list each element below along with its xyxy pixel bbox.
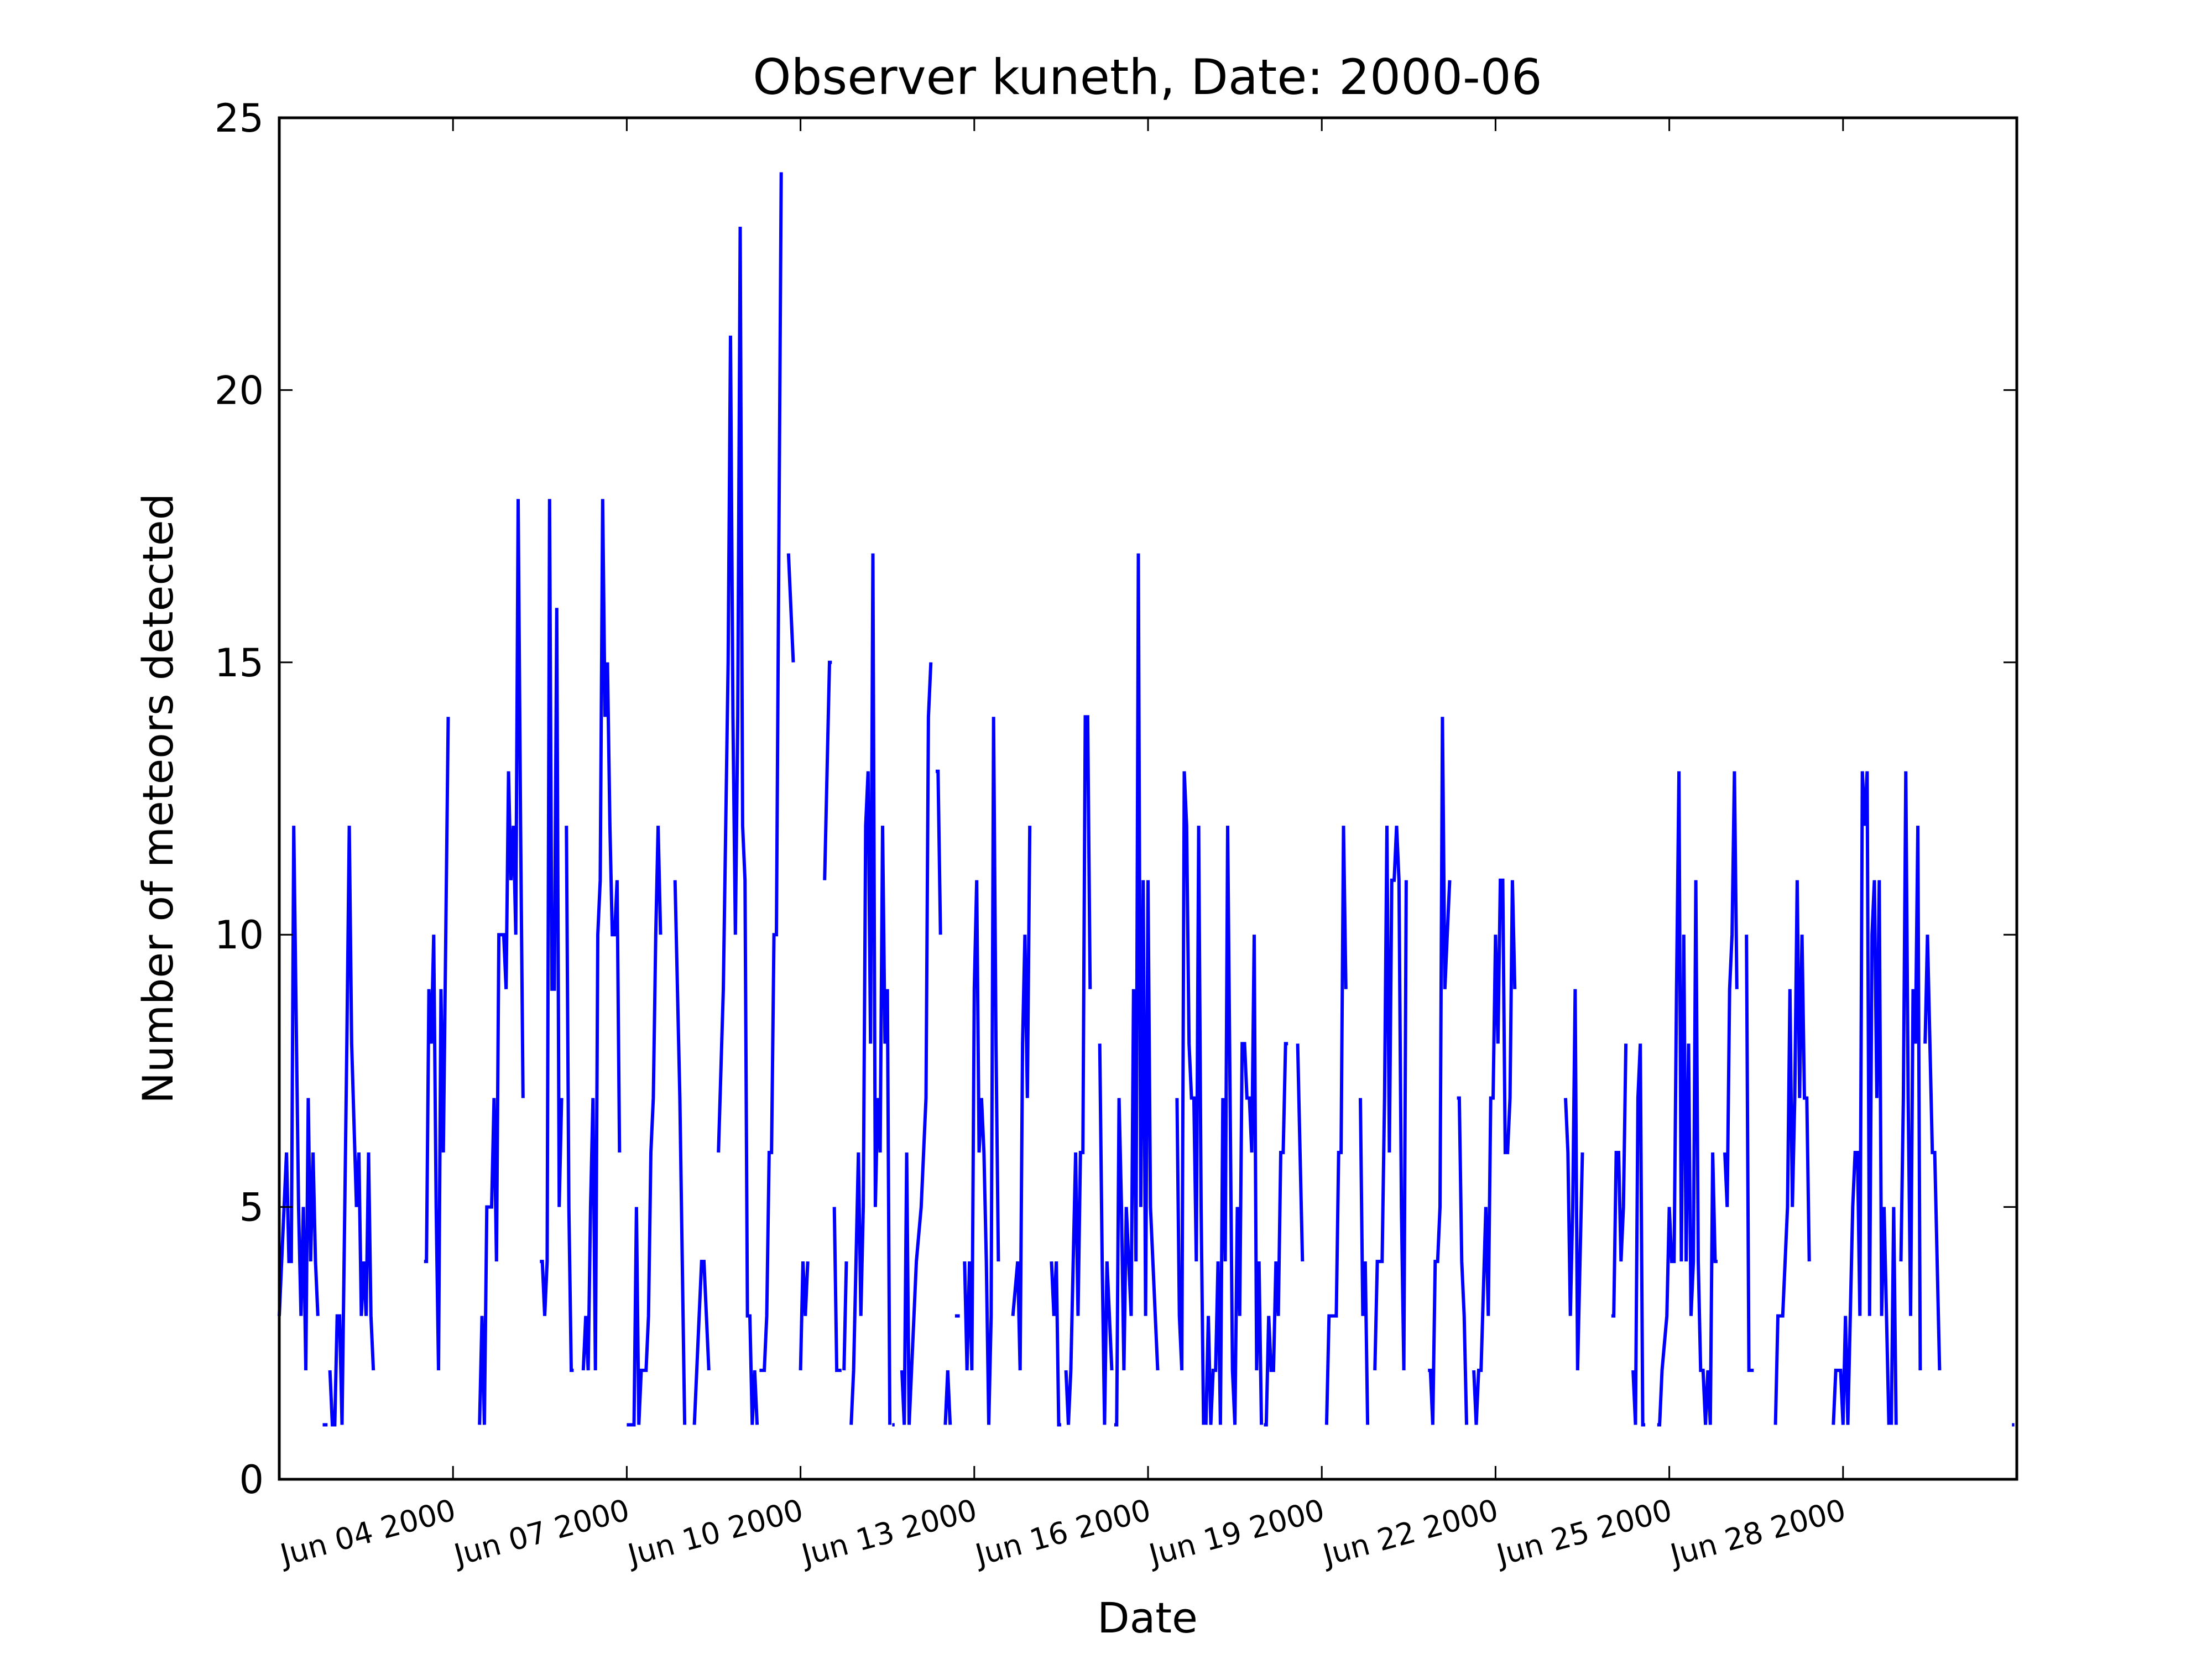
series-line-segment <box>1324 826 1348 1425</box>
series-line-segment <box>673 880 687 1425</box>
series-line-segment <box>823 660 832 880</box>
series-line-segment <box>943 1370 952 1425</box>
series-line-segment <box>1114 553 1160 1427</box>
x-axis-label: Date <box>1097 1593 1198 1642</box>
series-line-segment <box>1373 826 1408 1371</box>
y-tick-label: 20 <box>215 368 264 413</box>
series-line-segment <box>581 499 622 1371</box>
series-line-segment <box>692 1260 711 1425</box>
series-line-segment <box>799 1261 810 1371</box>
series-line-segment <box>1359 1098 1370 1425</box>
series-line-segment <box>900 662 933 1425</box>
series-line-segment <box>1923 935 1942 1371</box>
series-line-segment <box>1611 1044 1628 1318</box>
series-line-segment <box>1832 771 1891 1425</box>
x-tick-label: Jun 16 2000 <box>970 1493 1154 1573</box>
y-tick-label: 25 <box>215 96 264 141</box>
series-line-segment <box>1631 1044 1645 1427</box>
series-line-segment <box>328 826 375 1427</box>
series-line-segment <box>1428 717 1452 1425</box>
y-axis-label: Number of meteors detected <box>133 493 182 1104</box>
series-line-segment <box>1050 1261 1061 1427</box>
series-line-segment <box>1723 771 1739 1207</box>
x-tick-label: Jun 25 2000 <box>1491 1493 1676 1573</box>
y-axis: 0 5 10 15 20 25 <box>215 96 2017 1503</box>
x-tick-label: Jun 07 2000 <box>449 1493 633 1573</box>
series-line-segment <box>1773 880 1811 1425</box>
series-line-segment <box>1264 1042 1288 1427</box>
x-tick-label: Jun 13 2000 <box>796 1493 980 1573</box>
series-line-segment <box>1204 826 1264 1425</box>
y-tick-label: 10 <box>215 912 264 958</box>
y-tick-label: 0 <box>239 1457 264 1503</box>
series-line-segment <box>832 1207 842 1372</box>
y-tick-label: 15 <box>215 640 264 686</box>
series-line-segment <box>1098 1044 1114 1425</box>
x-tick-label: Jun 04 2000 <box>275 1493 460 1573</box>
x-tick-label: Jun 19 2000 <box>1144 1493 1328 1573</box>
series-line-segment <box>540 499 564 1316</box>
plot-frame <box>278 116 2018 1481</box>
series-line-segment <box>565 826 574 1372</box>
series-line-segment <box>1745 935 1754 1372</box>
series-line-segment <box>1472 878 1517 1425</box>
x-tick-label: Jun 28 2000 <box>1665 1493 1849 1573</box>
series-layer <box>278 172 2015 1427</box>
series-line-segment <box>786 553 795 662</box>
series-line-segment <box>1175 771 1206 1425</box>
series-line-segment <box>759 172 783 1372</box>
chart-title: Observer kuneth, Date: 2000-06 <box>753 49 1542 106</box>
series-line-segment <box>627 826 662 1427</box>
series-line-segment <box>424 717 450 1371</box>
series-line-segment <box>1657 771 1718 1427</box>
series-line-segment <box>849 553 892 1425</box>
series-line-segment <box>936 769 942 935</box>
x-tick-label: Jun 10 2000 <box>623 1493 807 1573</box>
series-line-segment <box>478 499 525 1425</box>
series-line-segment <box>1890 1207 1898 1425</box>
series-line-segment <box>1899 771 1922 1371</box>
series-line-segment <box>1564 989 1584 1371</box>
series-line-segment <box>717 226 759 1425</box>
series-line-segment <box>1457 1096 1468 1425</box>
series-line-segment <box>1011 826 1032 1371</box>
y-tick-label: 5 <box>239 1185 264 1230</box>
series-line-segment <box>1064 715 1092 1425</box>
series-line-segment <box>963 717 1000 1425</box>
x-tick-label: Jun 22 2000 <box>1318 1493 1502 1573</box>
series-line-segment <box>842 1261 848 1371</box>
series-line-segment <box>1296 1044 1305 1262</box>
series-line-segment <box>278 826 320 1371</box>
